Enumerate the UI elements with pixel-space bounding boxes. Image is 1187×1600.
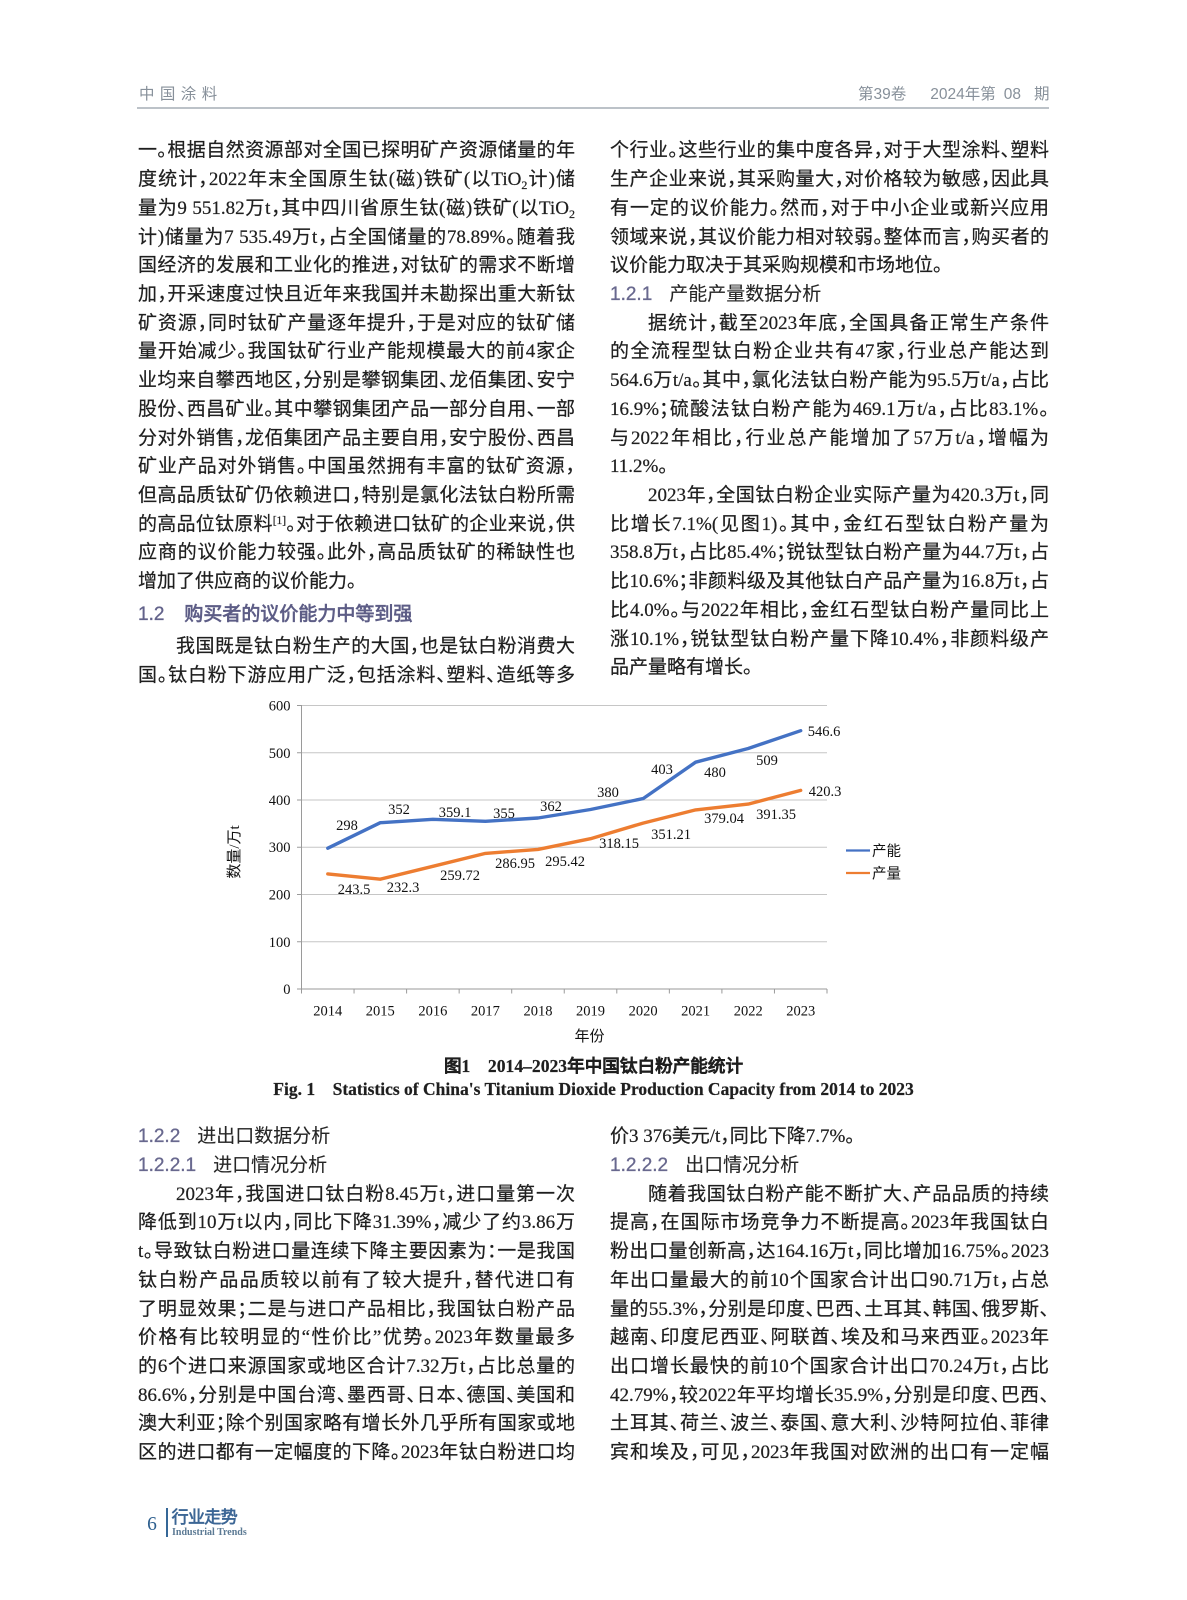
svg-text:2019: 2019 <box>576 1004 605 1020</box>
svg-text:2022: 2022 <box>734 1004 763 1020</box>
svg-text:391.35: 391.35 <box>756 807 796 823</box>
svg-text:年份: 年份 <box>574 1028 604 1045</box>
svg-text:318.15: 318.15 <box>599 836 639 852</box>
svg-text:产能: 产能 <box>872 843 901 860</box>
svg-text:243.5: 243.5 <box>338 882 371 898</box>
svg-text:产量: 产量 <box>872 866 901 883</box>
svg-text:298: 298 <box>336 818 358 834</box>
svg-text:2023: 2023 <box>786 1004 815 1020</box>
svg-text:379.04: 379.04 <box>704 811 745 827</box>
svg-text:2017: 2017 <box>471 1004 500 1020</box>
svg-text:352: 352 <box>388 802 410 818</box>
svg-text:2016: 2016 <box>418 1004 447 1020</box>
svg-text:232.3: 232.3 <box>387 880 420 896</box>
svg-text:数量/万t: 数量/万t <box>226 825 243 879</box>
svg-text:2018: 2018 <box>524 1004 553 1020</box>
svg-text:2020: 2020 <box>629 1004 658 1020</box>
svg-text:546.6: 546.6 <box>808 724 841 740</box>
svg-text:259.72: 259.72 <box>440 868 480 884</box>
svg-text:359.1: 359.1 <box>439 805 472 821</box>
svg-text:295.42: 295.42 <box>545 854 585 870</box>
svg-text:2015: 2015 <box>366 1004 395 1020</box>
svg-text:2021: 2021 <box>681 1004 710 1020</box>
svg-text:2014: 2014 <box>313 1004 343 1020</box>
svg-text:420.3: 420.3 <box>809 784 842 800</box>
svg-text:351.21: 351.21 <box>651 827 691 843</box>
svg-text:480: 480 <box>704 765 726 781</box>
svg-text:380: 380 <box>597 785 619 801</box>
svg-text:400: 400 <box>269 793 291 809</box>
svg-text:100: 100 <box>269 935 291 951</box>
svg-text:200: 200 <box>269 888 291 904</box>
svg-text:600: 600 <box>269 699 291 715</box>
svg-text:362: 362 <box>540 799 562 815</box>
svg-text:0: 0 <box>283 982 290 998</box>
svg-text:355: 355 <box>493 806 515 822</box>
svg-text:286.95: 286.95 <box>495 856 535 872</box>
svg-text:300: 300 <box>269 840 291 856</box>
svg-text:509: 509 <box>756 753 778 769</box>
svg-text:500: 500 <box>269 746 291 762</box>
svg-text:403: 403 <box>651 762 673 778</box>
